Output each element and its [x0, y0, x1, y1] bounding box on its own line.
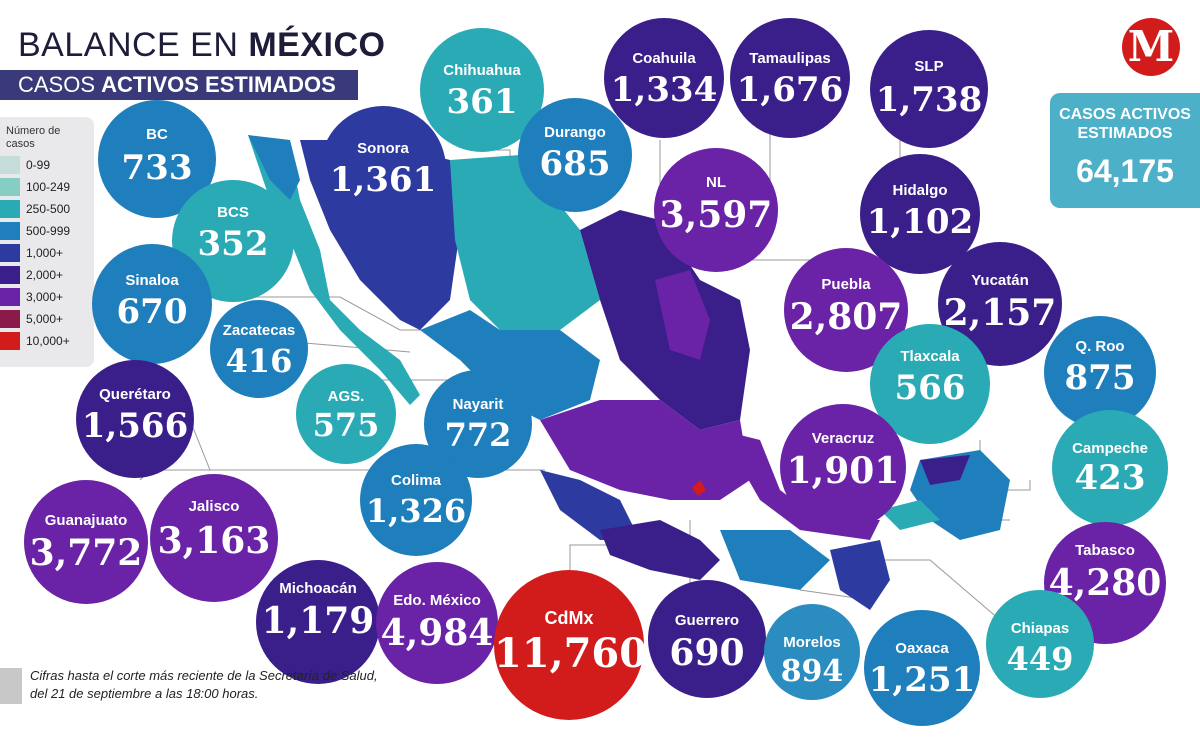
- legend-item: 3,000+: [0, 286, 94, 308]
- legend-swatch: [0, 310, 20, 328]
- state-bubble-ags: AGS. 575: [296, 364, 396, 464]
- total-value: 64,175: [1076, 153, 1174, 189]
- chihuahua-region: [450, 155, 600, 330]
- state-bubble-queretaro: Querétaro 1,566: [76, 360, 194, 478]
- total-cases-box: CASOS ACTIVOS ESTIMADOS 64,175: [1050, 93, 1200, 208]
- milenio-logo-icon: M: [1122, 18, 1180, 76]
- legend-item: 5,000+: [0, 308, 94, 330]
- state-bubble-guanajuato: Guanajuato 3,772: [24, 480, 148, 604]
- state-bubble-tamaulipas: Tamaulipas 1,676: [730, 18, 850, 138]
- durango-region: [420, 310, 600, 420]
- yucatan-region: [920, 455, 970, 485]
- state-bubble-tlaxcala: Tlaxcala 566: [870, 324, 990, 444]
- state-bubble-jalisco: Jalisco 3,163: [150, 474, 278, 602]
- state-bubble-sinaloa: Sinaloa 670: [92, 244, 212, 364]
- state-bubble-cdmx: CdMx 11,760: [494, 570, 647, 720]
- page-title: BALANCE EN MÉXICO: [18, 26, 386, 64]
- veracruz-region: [720, 430, 880, 540]
- legend-swatch: [0, 156, 20, 174]
- state-bubble-edomex: Edo. México 4,984: [376, 562, 498, 684]
- legend: Número de casos 0-99 100-249 250-500 500…: [0, 117, 94, 367]
- guerrero-region: [600, 520, 720, 580]
- state-bubble-veracruz: Veracruz 1,901: [780, 404, 906, 530]
- cdmx-region: [692, 480, 706, 496]
- legend-swatch: [0, 222, 20, 240]
- state-bubble-qroo: Q. Roo 875: [1044, 316, 1156, 428]
- state-bubble-nayarit: Nayarit 772: [424, 370, 532, 478]
- state-bubble-colima: Colima 1,326: [360, 444, 472, 556]
- state-bubble-oaxaca: Oaxaca 1,251: [864, 610, 980, 726]
- footnote-marker: [0, 668, 22, 704]
- oaxaca-region: [720, 530, 830, 590]
- legend-item: 10,000+: [0, 330, 94, 352]
- state-bubble-bc: BC 733: [98, 100, 216, 218]
- bcs-region: [248, 135, 420, 405]
- legend-item: 1,000+: [0, 242, 94, 264]
- footnote: Cifras hasta el corte más reciente de la…: [30, 668, 378, 701]
- chiapas-region: [830, 540, 890, 610]
- state-bubble-morelos: Morelos 894: [764, 604, 860, 700]
- legend-item: 500-999: [0, 220, 94, 242]
- campeche-region: [880, 500, 940, 530]
- legend-item: 250-500: [0, 198, 94, 220]
- jalisco-coast-region: [540, 470, 640, 540]
- legend-item: 0-99: [0, 154, 94, 176]
- central-region: [540, 400, 750, 500]
- state-bubble-coahuila: Coahuila 1,334: [604, 18, 724, 138]
- state-bubble-sonora: Sonora 1,361: [320, 106, 446, 232]
- total-label: CASOS ACTIVOS ESTIMADOS: [1059, 106, 1191, 142]
- legend-swatch: [0, 266, 20, 284]
- state-bubble-hidalgo: Hidalgo 1,102: [860, 154, 980, 274]
- state-bubble-zacatecas: Zacatecas 416: [210, 300, 308, 398]
- legend-item: 2,000+: [0, 264, 94, 286]
- legend-title: Número de casos: [6, 125, 61, 150]
- state-bubble-slp: SLP 1,738: [870, 30, 988, 148]
- state-bubble-durango: Durango 685: [518, 98, 632, 212]
- legend-swatch: [0, 244, 20, 262]
- bc-region: [248, 135, 300, 200]
- legend-item: 100-249: [0, 176, 94, 198]
- page-subtitle: CASOS ACTIVOS ESTIMADOS: [0, 70, 358, 100]
- legend-swatch: [0, 288, 20, 306]
- leader-line: [1000, 480, 1031, 491]
- state-bubble-michoacan: Michoacán 1,179: [256, 560, 380, 684]
- legend-swatch: [0, 200, 20, 218]
- leader-line: [880, 559, 1001, 621]
- nl-region: [655, 270, 710, 360]
- state-bubble-campeche: Campeche 423: [1052, 410, 1168, 526]
- state-bubble-chiapas: Chiapas 449: [986, 590, 1094, 698]
- state-bubble-nl: NL 3,597: [654, 148, 778, 272]
- legend-swatch: [0, 178, 20, 196]
- state-bubble-guerrero: Guerrero 690: [648, 580, 766, 698]
- legend-swatch: [0, 332, 20, 350]
